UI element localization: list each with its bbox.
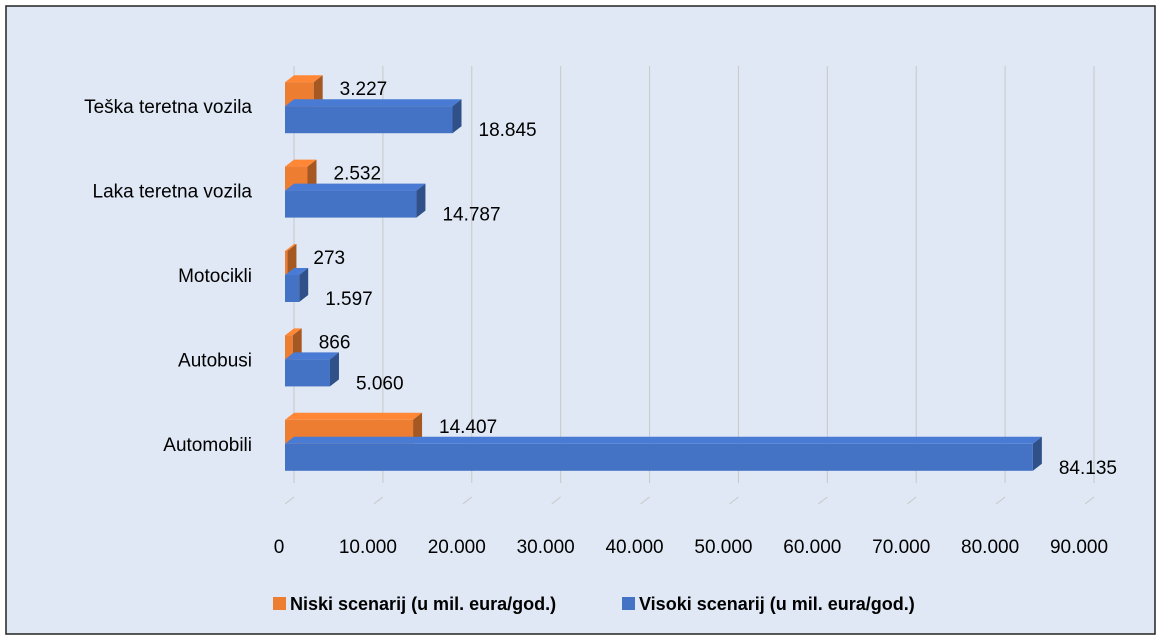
x-tick-label: 10.000 bbox=[339, 537, 397, 558]
bar-front bbox=[285, 106, 453, 134]
bar-top bbox=[285, 244, 297, 251]
bar-top bbox=[285, 99, 462, 107]
floor-line bbox=[551, 496, 561, 505]
bar-side bbox=[287, 244, 297, 275]
bar-front bbox=[285, 190, 417, 218]
bar-side bbox=[413, 412, 423, 444]
bar-front bbox=[285, 251, 288, 275]
legend-swatch bbox=[273, 597, 286, 610]
y-tick-label: Automobili bbox=[163, 435, 252, 456]
y-tick-label: Teška teretna vozila bbox=[84, 97, 252, 118]
bar-front bbox=[285, 275, 300, 302]
x-tick-label: 30.000 bbox=[517, 537, 575, 558]
floor-line bbox=[284, 496, 295, 505]
bar-side bbox=[292, 328, 302, 360]
data-label: 18.845 bbox=[479, 120, 537, 141]
bar-side bbox=[452, 99, 462, 134]
y-tick-label: Laka teretna vozila bbox=[93, 182, 253, 203]
bar-top bbox=[285, 328, 302, 336]
bar-top bbox=[285, 352, 339, 360]
bar bbox=[285, 352, 339, 387]
bar bbox=[285, 183, 426, 218]
legend-swatch bbox=[622, 597, 635, 610]
floor-line bbox=[462, 496, 473, 505]
bar-top bbox=[285, 159, 317, 167]
legend-text: Visoki scenarij (u mil. eura/god.) bbox=[639, 594, 915, 614]
x-tick-label: 20.000 bbox=[428, 537, 486, 558]
floor-line bbox=[729, 496, 739, 505]
floor-line bbox=[818, 496, 828, 505]
floor-line bbox=[1084, 496, 1095, 505]
chart-background bbox=[5, 5, 1156, 635]
bar-top bbox=[285, 75, 323, 83]
x-tick-label: 40.000 bbox=[605, 537, 663, 558]
bar bbox=[285, 99, 462, 134]
x-tick-label: 70.000 bbox=[872, 537, 930, 558]
bar-side bbox=[1032, 436, 1042, 471]
bar bbox=[285, 436, 1042, 471]
x-tick-label: 90.000 bbox=[1050, 537, 1108, 558]
data-label: 273 bbox=[313, 248, 345, 269]
bar-side bbox=[299, 268, 309, 302]
data-label: 866 bbox=[319, 332, 351, 353]
data-label: 14.787 bbox=[442, 205, 500, 226]
bar-side bbox=[307, 159, 317, 191]
floor-line bbox=[906, 496, 917, 505]
bar-side bbox=[416, 183, 426, 218]
data-label: 3.227 bbox=[340, 79, 388, 100]
bar-side bbox=[329, 352, 339, 387]
bar bbox=[285, 244, 297, 275]
data-label: 1.597 bbox=[325, 289, 373, 310]
bar-side bbox=[313, 75, 323, 107]
y-tick-label: Motocikli bbox=[178, 266, 252, 287]
x-tick-label: 80.000 bbox=[961, 537, 1019, 558]
bar-top bbox=[285, 436, 1042, 444]
bar-top bbox=[285, 412, 423, 420]
bar-top bbox=[285, 268, 309, 275]
data-label: 14.407 bbox=[439, 417, 497, 438]
legend-text: Niski scenarij (u mil. eura/god.) bbox=[290, 594, 556, 614]
bar-top bbox=[285, 183, 426, 191]
x-tick-label: 50.000 bbox=[694, 537, 752, 558]
y-tick-label: Autobusi bbox=[178, 350, 252, 371]
bar-front bbox=[285, 359, 330, 387]
data-label: 5.060 bbox=[356, 373, 404, 394]
bar bbox=[285, 328, 302, 360]
x-tick-label: 60.000 bbox=[783, 537, 841, 558]
x-tick-label: 0 bbox=[274, 537, 285, 558]
floor-line bbox=[373, 496, 384, 505]
data-label: 84.135 bbox=[1059, 458, 1117, 479]
bar-front bbox=[285, 335, 293, 360]
floor-line bbox=[640, 496, 650, 505]
data-label: 2.532 bbox=[334, 164, 382, 185]
floor-line bbox=[995, 496, 1006, 505]
bar bbox=[285, 268, 309, 302]
bar-front bbox=[285, 443, 1033, 471]
